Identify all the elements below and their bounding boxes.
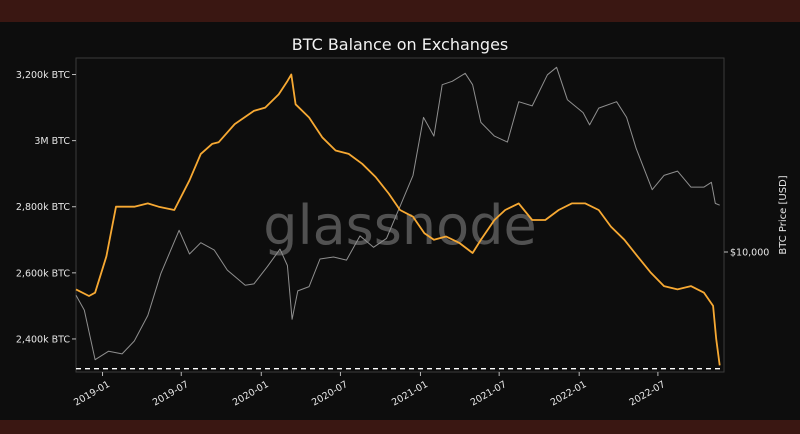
chart-frame: BTC Balance on Exchanges glassnode 2,400… [0,22,800,420]
right-axis: $10,000 [724,248,769,259]
watermark-logo: glassnode [263,194,536,257]
chart-title: BTC Balance on Exchanges [292,35,509,54]
x-tick-label: 2020-01 [231,379,271,408]
series-layer [75,66,721,366]
left-axis: 2,400k BTC 2,600k BTC 2,800k BTC 3M BTC 3,20… [16,70,76,345]
x-tick-label: 2021-07 [469,379,509,408]
exchange-balance-line [75,73,721,366]
x-tick-label: 2022-01 [549,379,589,408]
x-tick-label: 2019-01 [72,379,112,408]
x-tick-label: 2021-01 [390,379,430,408]
btc-price-line [75,66,720,361]
x-tick-label: 2022-07 [628,379,668,408]
left-tick-label: 2,800k BTC [16,202,70,213]
right-tick-label: $10,000 [730,248,769,259]
exchange-balance-chart: BTC Balance on Exchanges glassnode 2,400… [16,35,789,408]
x-axis: 2019-01 2019-07 2020-01 2020-07 2021-01 2021-… [72,372,667,408]
left-tick-label: 2,400k BTC [16,334,70,345]
plot-area-border [75,57,725,373]
left-tick-label: 3M BTC [34,136,70,147]
x-tick-label: 2019-07 [151,379,191,408]
left-tick-label: 2,600k BTC [16,268,70,279]
left-tick-label: 3,200k BTC [16,70,70,81]
right-axis-title: BTC Price [USD] [778,175,789,254]
x-tick-label: 2020-07 [310,379,350,408]
